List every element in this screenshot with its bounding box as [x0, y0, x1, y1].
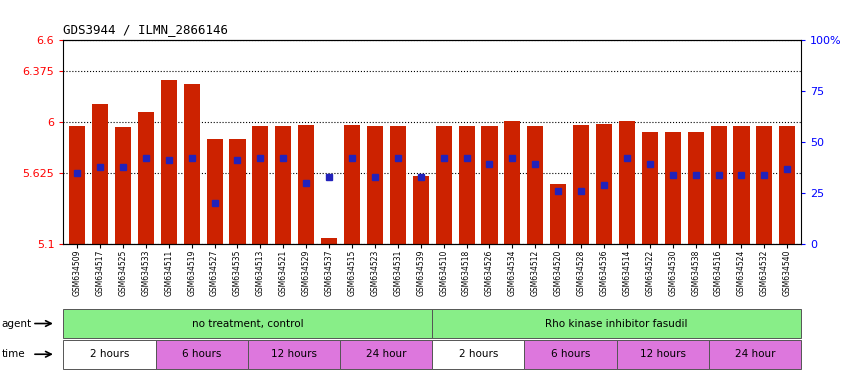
Bar — [230, 139, 246, 244]
Bar — [616, 340, 708, 369]
Bar — [252, 126, 268, 244]
Bar — [344, 125, 360, 244]
Bar — [160, 79, 176, 244]
Bar — [641, 132, 657, 244]
Text: GDS3944 / ILMN_2866146: GDS3944 / ILMN_2866146 — [63, 23, 228, 36]
Bar — [339, 340, 431, 369]
Bar — [298, 125, 314, 244]
Bar — [458, 126, 474, 244]
Bar — [138, 112, 154, 244]
Bar — [733, 126, 749, 244]
Bar — [549, 184, 565, 244]
Text: Rho kinase inhibitor fasudil: Rho kinase inhibitor fasudil — [544, 318, 687, 329]
Bar — [275, 126, 291, 244]
Bar — [183, 84, 199, 244]
Text: 6 hours: 6 hours — [181, 349, 221, 359]
Bar — [618, 121, 634, 244]
Bar — [431, 309, 800, 338]
Bar — [524, 340, 616, 369]
Text: time: time — [2, 349, 25, 359]
Text: 12 hours: 12 hours — [639, 349, 685, 359]
Bar — [710, 126, 726, 244]
Bar — [431, 340, 524, 369]
Text: 24 hour: 24 hour — [365, 349, 406, 359]
Bar — [595, 124, 611, 244]
Bar — [755, 126, 771, 244]
Bar — [69, 126, 85, 244]
Bar — [389, 126, 405, 244]
Text: 2 hours: 2 hours — [458, 349, 497, 359]
Bar — [321, 238, 337, 244]
Bar — [206, 139, 222, 244]
Bar — [63, 340, 155, 369]
Bar — [63, 309, 431, 338]
Bar — [527, 126, 543, 244]
Bar — [778, 126, 794, 244]
Bar — [436, 126, 452, 244]
Bar — [366, 126, 382, 244]
Bar — [481, 126, 497, 244]
Bar — [412, 176, 428, 244]
Text: 12 hours: 12 hours — [271, 349, 316, 359]
Bar — [92, 104, 108, 244]
Text: agent: agent — [2, 318, 32, 329]
Bar — [115, 127, 131, 244]
Text: 24 hour: 24 hour — [733, 349, 774, 359]
Bar — [664, 132, 680, 244]
Text: no treatment, control: no treatment, control — [192, 318, 303, 329]
Bar — [708, 340, 800, 369]
Text: 2 hours: 2 hours — [89, 349, 129, 359]
Bar — [247, 340, 339, 369]
Text: 6 hours: 6 hours — [550, 349, 589, 359]
Bar — [155, 340, 247, 369]
Bar — [504, 121, 520, 244]
Bar — [687, 132, 703, 244]
Bar — [572, 125, 588, 244]
